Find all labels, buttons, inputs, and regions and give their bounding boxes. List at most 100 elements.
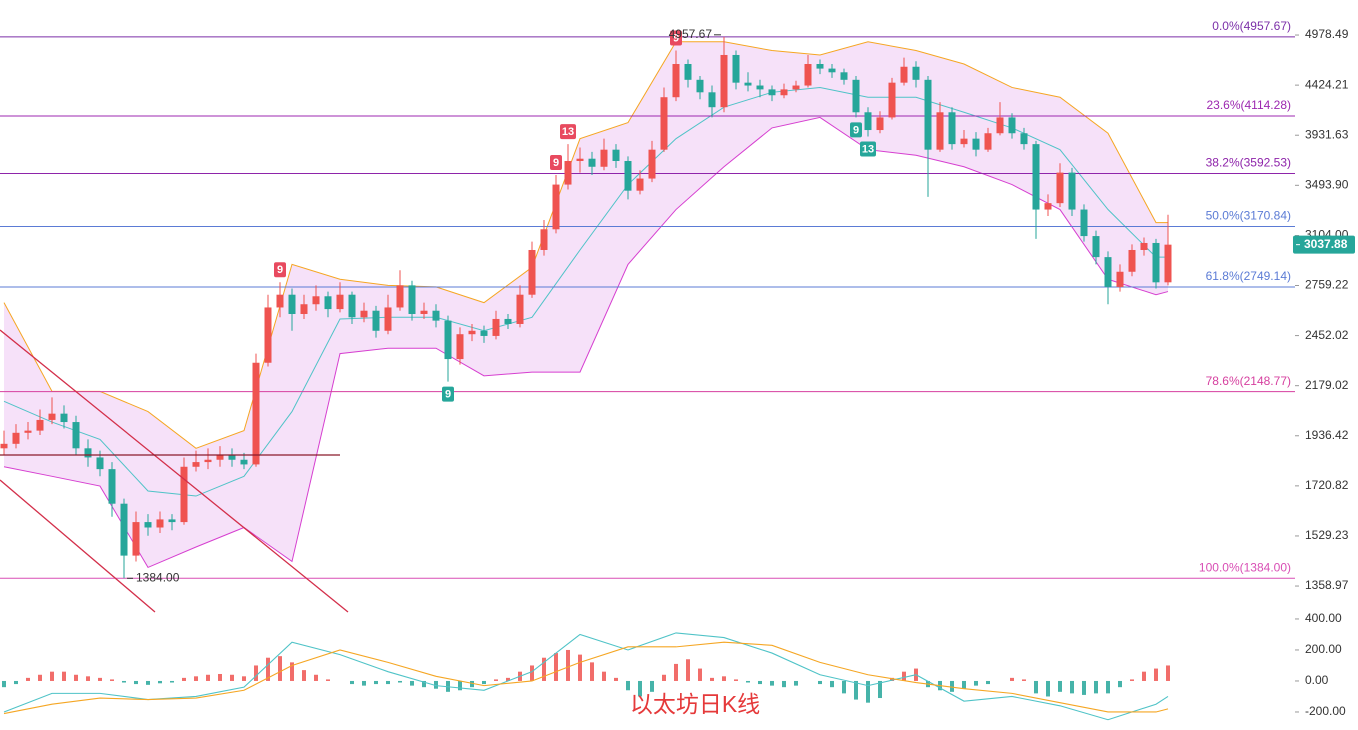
macd-bar [818, 680, 822, 685]
macd-bar [2, 680, 6, 688]
macd-bar [350, 680, 354, 685]
td-marker: 13 [562, 126, 574, 138]
candle-body [636, 178, 644, 191]
candle-body [948, 112, 956, 145]
band-middle [3, 86, 1168, 497]
candle-body [1128, 249, 1136, 272]
candle-body [108, 469, 116, 504]
candle-body [528, 249, 536, 295]
candle-body [276, 294, 284, 308]
macd-bar [50, 671, 54, 681]
td-marker-box [550, 154, 562, 170]
candle-body [612, 149, 620, 161]
candle-body [252, 362, 260, 465]
macd-bar [1046, 680, 1050, 697]
candle-body [876, 117, 884, 131]
macd-bar [458, 680, 462, 691]
candle-body [672, 64, 680, 98]
macd-bar [1094, 680, 1098, 694]
fib-label: 23.6%(4114.28) [1206, 98, 1291, 112]
candle-body [792, 85, 800, 90]
macd-bar [950, 680, 954, 692]
candle-body [576, 158, 584, 161]
fib-label: 61.8%(2749.14) [1206, 269, 1291, 283]
last-price: 3037.88 [1304, 237, 1348, 251]
candle-body [132, 522, 140, 556]
macd-bar [1166, 665, 1170, 681]
candle-body [72, 422, 80, 449]
candle-body [684, 64, 692, 80]
candle-body [924, 79, 932, 150]
macd-bar [1142, 671, 1146, 681]
macd-bar [614, 677, 618, 681]
candle-body [444, 320, 452, 360]
macd-bar [734, 679, 738, 681]
macd-bar [758, 680, 762, 685]
macd-bar [86, 676, 90, 681]
candle-body [84, 448, 92, 458]
candle-body [912, 66, 920, 80]
high-label: 4957.67 [669, 27, 713, 41]
macd-bar [134, 680, 138, 685]
macd-bar [662, 674, 666, 681]
candle-body [192, 462, 200, 467]
macd-bar [1058, 680, 1062, 692]
macd-bar [1118, 680, 1122, 688]
fib-label: 78.6%(2148.77) [1206, 374, 1291, 388]
macd-bar [146, 680, 150, 685]
candle-body [336, 294, 344, 310]
candle-body [384, 307, 392, 331]
candle-body [888, 82, 896, 118]
y2-tick-label: 0.00 [1305, 673, 1329, 687]
macd-bar [1130, 679, 1134, 681]
macd-bar [698, 668, 702, 681]
macd-bar [782, 680, 786, 688]
candle-body [552, 184, 560, 230]
fib-levels: 0.0%(4957.67) 23.6%(4114.28) 38.2%(3592.53… [0, 19, 1295, 579]
macd-bar [746, 680, 750, 683]
macd-bar [302, 670, 306, 681]
macd-bar [38, 674, 42, 681]
macd-bar [290, 662, 294, 681]
candle-body [732, 54, 740, 83]
macd-bar [266, 657, 270, 681]
y-tick-label: 4978.49 [1305, 27, 1349, 41]
candle-body [840, 72, 848, 80]
y-tick-label: 4424.21 [1305, 77, 1349, 91]
y-tick-label: 1936.42 [1305, 428, 1349, 442]
candle-body [780, 89, 788, 96]
candle-body [1044, 203, 1052, 210]
y-tick-label: 2759.22 [1305, 278, 1349, 292]
macd-bar [638, 680, 642, 697]
candle-body [96, 457, 104, 470]
macd-bar [686, 659, 690, 681]
candle-body [420, 310, 428, 314]
macd-bar [710, 677, 714, 681]
candle-body [228, 455, 236, 460]
candle-body [156, 519, 164, 528]
candle-body [828, 68, 836, 73]
candle-body [1056, 172, 1064, 204]
td-marker: 9 [853, 124, 859, 136]
candle-body [564, 160, 572, 185]
candle-body [492, 318, 500, 336]
candle-body [1104, 257, 1112, 287]
candle-body [864, 112, 872, 131]
macd-bar [1106, 680, 1110, 694]
candle-body [372, 310, 380, 331]
candle-body [396, 285, 404, 308]
candle-body [804, 64, 812, 86]
macd-bar [470, 680, 474, 688]
macd-bar [974, 680, 978, 686]
macd-bar [254, 665, 258, 681]
candle-body [324, 296, 332, 310]
fib-label: 0.0%(4957.67) [1212, 19, 1291, 33]
candle-body [1116, 271, 1124, 287]
candle-body [24, 430, 32, 433]
candle-body [48, 413, 56, 420]
candle-body [996, 117, 1004, 134]
y2-tick-label: 200.00 [1305, 642, 1342, 656]
candle-body [504, 318, 512, 324]
